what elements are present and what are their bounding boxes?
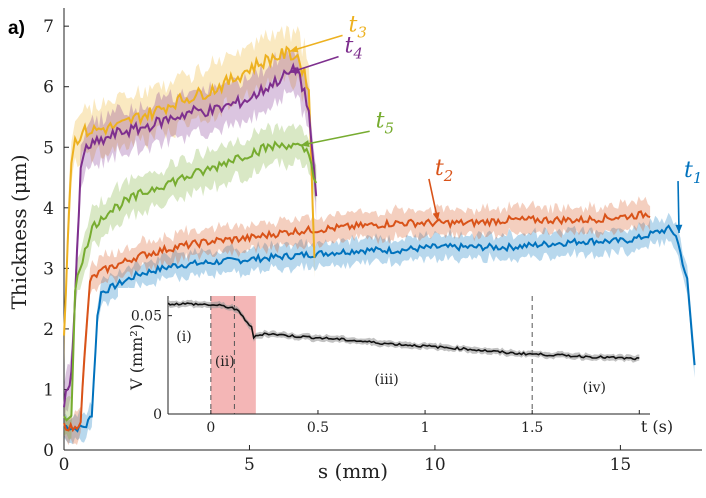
series-t1 xyxy=(63,224,696,433)
annotation-arrowhead xyxy=(300,140,310,148)
band-t3 xyxy=(64,25,315,366)
inset-x-tick-label: 1.5 xyxy=(521,420,543,436)
inset-x-tick-label: 0.5 xyxy=(307,420,329,436)
inset-x-tick-label: 0 xyxy=(206,420,215,436)
y-tick-label: 3 xyxy=(43,259,54,279)
annotation-t1: t1 xyxy=(675,158,702,234)
y-tick-label: 4 xyxy=(43,199,54,219)
inset-y-tick-label: 0.05 xyxy=(131,309,162,325)
annotation-t5: t5 xyxy=(300,108,394,148)
y-tick-label: 7 xyxy=(43,17,54,37)
band-t4 xyxy=(64,47,317,434)
y-tick-label: 5 xyxy=(43,138,54,158)
inset-phase-label: (ii) xyxy=(215,354,235,370)
annotation-label: t1 xyxy=(684,158,702,187)
annotation-arrowhead xyxy=(289,45,299,53)
inset-y-tick-label: 0 xyxy=(153,407,162,423)
inset-x-tick-label: 1 xyxy=(421,420,430,436)
annotation-arrow xyxy=(677,181,680,234)
x-tick-label: 5 xyxy=(244,455,255,475)
inset-ylabel: V (mm²) xyxy=(127,324,146,391)
inset-plot: 0 0.05 0 0.5 1 1.5 (i) (ii) (iii) (iv) t (s) V (m… xyxy=(118,288,673,436)
y-tick-label: 1 xyxy=(43,380,54,400)
inset-phase-label: (iii) xyxy=(374,372,398,388)
main-ylabel: Thickness (μm) xyxy=(7,154,31,309)
series-t3 xyxy=(63,45,316,336)
inset-content: 0 0.05 0 0.5 1 1.5 (i) (ii) (iii) (iv) xyxy=(131,296,650,436)
annotation-arrow xyxy=(300,130,370,147)
main-xlabel: s (mm) xyxy=(318,459,388,483)
x-tick-label: 10 xyxy=(424,455,446,475)
panel-label: a) xyxy=(8,18,25,39)
series-t2 xyxy=(63,210,651,433)
x-tick-label: 15 xyxy=(610,455,632,475)
y-tick-label: 2 xyxy=(43,320,54,340)
annotation-arrowhead xyxy=(289,66,299,74)
annotation-label: t5 xyxy=(376,108,394,137)
y-tick-label: 6 xyxy=(43,78,54,98)
inset-xlabel: t (s) xyxy=(641,417,673,436)
series-t5 xyxy=(63,140,318,422)
inset-background xyxy=(118,288,658,433)
series-t4 xyxy=(63,62,318,408)
annotation-arrowhead xyxy=(432,212,440,221)
annotation-arrow xyxy=(289,55,339,74)
main-series xyxy=(63,45,696,433)
annotation-arrowhead xyxy=(675,224,683,234)
band-t2 xyxy=(64,196,651,446)
x-tick-label: 0 xyxy=(59,455,70,475)
band-t1 xyxy=(64,212,695,445)
inset-highlight xyxy=(210,296,256,414)
inset-phase-label: (iv) xyxy=(583,380,606,396)
inset-phase-label: (i) xyxy=(176,329,191,345)
annotation-label: t2 xyxy=(435,156,453,185)
main-bands xyxy=(64,25,695,446)
inset-series-volume xyxy=(167,302,640,361)
y-tick-label: 0 xyxy=(43,441,54,461)
band-t5 xyxy=(64,122,317,440)
annotation-arrow xyxy=(289,34,343,53)
